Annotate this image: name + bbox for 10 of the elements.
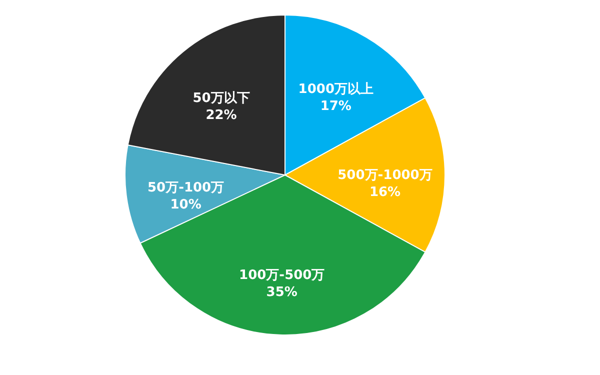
slice-label: 50万-100万 <box>147 180 224 196</box>
data-label: 22% <box>206 108 237 123</box>
data-label: 17% <box>320 98 352 114</box>
slice-label: 100万-500万 <box>239 268 325 283</box>
slice-label: 50万以下 <box>192 90 250 106</box>
data-label: 35% <box>266 284 298 300</box>
slice-label: 500万-1000万 <box>338 168 432 183</box>
data-label: 16% <box>369 185 401 200</box>
slice-label: 1000万以上 <box>298 82 374 97</box>
data-label: 10% <box>170 198 202 213</box>
